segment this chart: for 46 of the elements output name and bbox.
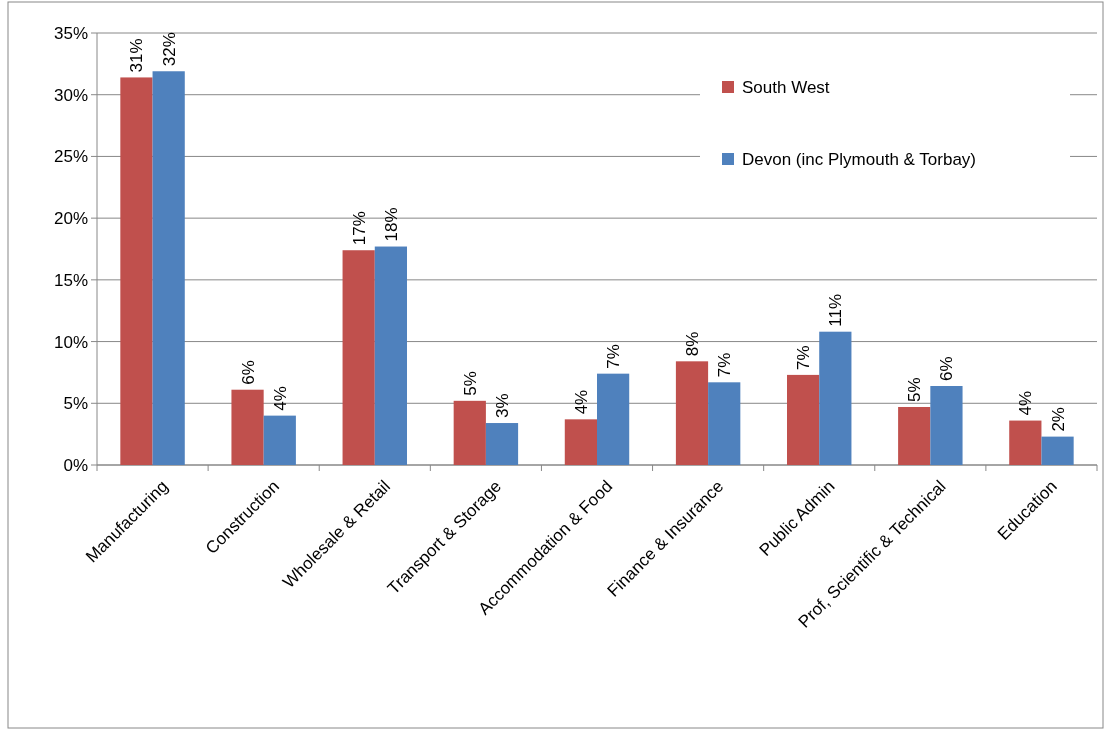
bar	[342, 250, 375, 465]
y-tick-label: 5%	[63, 394, 88, 414]
data-label: 18%	[381, 207, 401, 242]
legend-label: South West	[742, 77, 830, 97]
y-tick-label: 0%	[63, 455, 88, 475]
data-label: 32%	[159, 32, 179, 67]
bar	[485, 423, 519, 465]
bar	[120, 77, 153, 465]
data-label: 5%	[460, 371, 480, 396]
bar	[374, 246, 407, 465]
data-label: 11%	[826, 293, 846, 327]
data-label: 5%	[905, 377, 925, 402]
data-label: 2%	[1048, 407, 1068, 432]
bar	[898, 406, 931, 465]
data-label: 3%	[493, 393, 512, 419]
bar	[675, 361, 709, 465]
bar	[1041, 436, 1074, 465]
bar	[564, 419, 597, 465]
bar	[930, 386, 963, 465]
data-label: 7%	[604, 344, 624, 369]
data-label: 7%	[794, 345, 814, 370]
data-label: 4%	[571, 389, 591, 415]
y-tick-label: 25%	[53, 147, 88, 167]
bar	[597, 373, 630, 465]
data-label: 7%	[715, 352, 735, 378]
bar	[1009, 420, 1042, 465]
data-label: 4%	[1016, 390, 1036, 416]
y-tick-label: 10%	[53, 332, 88, 352]
bar	[453, 400, 486, 465]
y-tick-label: 35%	[53, 23, 88, 43]
data-label: 31%	[127, 38, 147, 73]
data-label: 17%	[349, 211, 369, 246]
bar	[152, 71, 185, 465]
y-tick-label: 20%	[53, 209, 88, 229]
data-label: 4%	[270, 386, 290, 411]
data-label: 6%	[238, 360, 258, 385]
y-tick-label: 30%	[53, 85, 88, 105]
bar	[819, 331, 852, 465]
y-tick-label: 15%	[53, 270, 88, 290]
bar	[787, 374, 820, 465]
data-label: 8%	[683, 331, 702, 357]
legend-label: Devon (inc Plymouth & Torbay)	[742, 149, 977, 169]
data-label: 6%	[937, 356, 957, 382]
bar	[231, 389, 264, 465]
bar	[263, 415, 296, 465]
bar	[708, 382, 741, 465]
